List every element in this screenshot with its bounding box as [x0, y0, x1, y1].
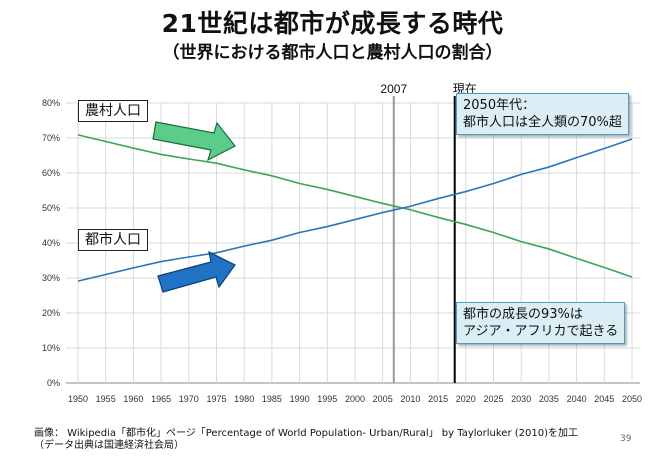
- x-tick-label: 1950: [68, 394, 88, 404]
- rural-trend-arrow: [152, 121, 236, 162]
- x-tick-label: 2045: [594, 394, 614, 404]
- note-2050-line1: 2050年代：: [463, 98, 536, 113]
- x-tick-label: 2030: [511, 394, 531, 404]
- x-tick-label: 2035: [539, 394, 559, 404]
- y-tick-label: 80%: [42, 98, 60, 108]
- y-tick-label: 40%: [42, 238, 60, 248]
- x-tick-label: 2025: [483, 394, 503, 404]
- x-tick-label: 1990: [290, 394, 310, 404]
- page-number: 39: [620, 434, 632, 444]
- x-tick-label: 2020: [456, 394, 476, 404]
- urban-trend-arrow: [157, 250, 236, 293]
- note-asia-africa-line1: 都市の成長の93%は: [463, 307, 583, 322]
- x-tick-label: 2000: [345, 394, 365, 404]
- trend-arrows: [152, 121, 236, 293]
- note-asia-africa: 都市の成長の93%は アジア・アフリカで起きる: [456, 302, 626, 344]
- rural-series-line: [77, 134, 633, 278]
- y-tick-label: 10%: [42, 343, 60, 353]
- reference-label-2007: 2007: [380, 82, 407, 96]
- chart-series: [77, 134, 633, 282]
- x-tick-label: 2005: [373, 394, 393, 404]
- x-tick-label: 1965: [151, 394, 171, 404]
- y-tick-label: 20%: [42, 308, 60, 318]
- x-tick-label: 2010: [400, 394, 420, 404]
- y-tick-label: 60%: [42, 168, 60, 178]
- urban-series-line: [77, 138, 633, 282]
- x-tick-label: 1975: [206, 394, 226, 404]
- note-2050: 2050年代： 都市人口は全人類の70%超: [456, 93, 629, 135]
- note-2050-line2: 都市人口は全人類の70%超: [463, 115, 622, 130]
- y-tick-label: 70%: [42, 133, 60, 143]
- urban-series-label: 都市人口: [78, 229, 148, 251]
- image-credit-line2: （データ出典は国連経済社会局）: [34, 440, 184, 451]
- x-tick-label: 1970: [179, 394, 199, 404]
- note-asia-africa-line2: アジア・アフリカで起きる: [463, 324, 619, 339]
- x-tick-label: 2050: [622, 394, 642, 404]
- axis-ticks: 0% 10% 20% 30% 40% 50% 60% 70% 80% 1950 1955 1960 19…: [42, 98, 642, 404]
- image-credit-line1: 画像： Wikipedia「都市化」ページ「Percentage of Worl…: [34, 428, 579, 439]
- y-tick-label: 50%: [42, 203, 60, 213]
- x-tick-label: 1955: [96, 394, 116, 404]
- x-tick-label: 2040: [567, 394, 587, 404]
- page-subtitle: （世界における都市人口と農村人口の割合）: [162, 43, 503, 63]
- x-tick-label: 1985: [262, 394, 282, 404]
- x-tick-label: 2015: [428, 394, 448, 404]
- x-tick-label: 1995: [317, 394, 337, 404]
- reference-label-2018: 現在: [453, 82, 477, 96]
- x-tick-label: 1960: [123, 394, 143, 404]
- rural-series-label: 農村人口: [78, 100, 148, 122]
- reference-lines: 2007 現在: [380, 82, 477, 383]
- y-tick-label: 0%: [47, 378, 60, 388]
- y-tick-label: 30%: [42, 273, 60, 283]
- page-title: 21世紀は都市が成長する時代: [161, 9, 504, 38]
- image-credit: 画像： Wikipedia「都市化」ページ「Percentage of Worl…: [34, 428, 578, 452]
- x-tick-label: 1980: [234, 394, 254, 404]
